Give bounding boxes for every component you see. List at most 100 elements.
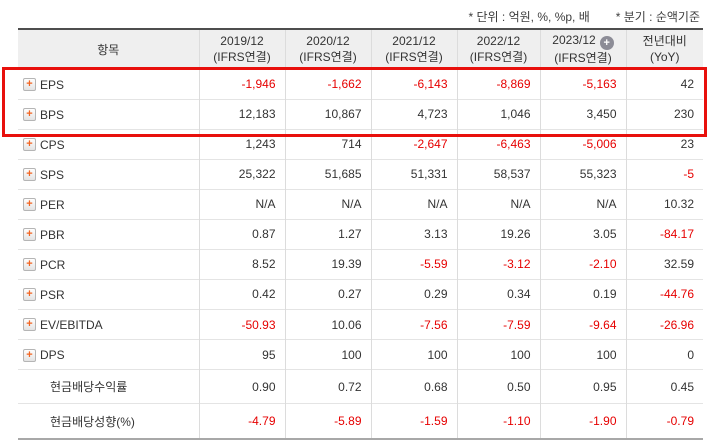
- col-header-2021-12: 2021/12 (IFRS연결): [370, 28, 457, 70]
- value-cell: 0.87: [198, 218, 285, 250]
- table-row: + DPS 95 100 100 100 100 0: [18, 339, 703, 370]
- col-header-yoy: 전년대비 (YoY): [625, 28, 703, 70]
- col-header-2020-12: 2020/12 (IFRS연결): [284, 28, 371, 70]
- value-cell: 1.27: [284, 218, 371, 250]
- value-cell: N/A: [284, 188, 371, 220]
- expand-plus-icon[interactable]: +: [23, 138, 36, 152]
- basis-note: * 분기 : 순액기준: [615, 10, 700, 24]
- table-row: + BPS 12,183 10,867 4,723 1,046 3,450 230: [18, 98, 703, 130]
- value-cell: -3.12: [456, 248, 540, 280]
- value-cell: -6,463: [456, 128, 540, 160]
- row-label: 현금배당수익률: [50, 380, 128, 395]
- value-cell: 19.26: [456, 218, 540, 250]
- value-cell: 10.32: [625, 188, 703, 220]
- value-cell: 8.52: [198, 248, 285, 280]
- value-cell: -26.96: [625, 308, 703, 340]
- expand-plus-icon[interactable]: +: [23, 198, 36, 212]
- value-cell: -8,869: [456, 69, 540, 100]
- value-cell: -1.90: [539, 403, 626, 441]
- value-cell: -4.79: [198, 403, 285, 441]
- value-cell: -1.59: [370, 403, 457, 441]
- table-row: + PSR 0.42 0.27 0.29 0.34 0.19 -44.76: [18, 278, 703, 310]
- value-cell: -5,163: [539, 69, 626, 100]
- value-cell: 10.06: [284, 308, 371, 340]
- value-cell: 0.42: [198, 278, 285, 310]
- value-cell: 100: [284, 339, 371, 370]
- value-cell: 12,183: [198, 98, 285, 130]
- expand-plus-icon[interactable]: +: [23, 77, 36, 91]
- value-cell: N/A: [456, 188, 540, 220]
- row-label: BPS: [40, 107, 65, 122]
- value-cell: 100: [456, 339, 540, 370]
- value-cell: -2,647: [370, 128, 457, 160]
- value-cell: 0.90: [198, 369, 285, 404]
- value-cell: -1.10: [456, 403, 540, 441]
- table-row: + SPS 25,322 51,685 51,331 58,537 55,323 …: [18, 158, 703, 190]
- row-label: PCR: [40, 257, 66, 272]
- row-label: PER: [40, 197, 65, 212]
- col-header-item: 항목: [18, 28, 199, 70]
- value-cell: -5,006: [539, 128, 626, 160]
- value-cell: 32.59: [625, 248, 703, 280]
- table-row: + EV/EBITDA -50.93 10.06 -7.56 -7.59 -9.6…: [18, 308, 703, 340]
- table-row: + PCR 8.52 19.39 -5.59 -3.12 -2.10 32.59: [18, 248, 703, 280]
- value-cell: -0.79: [625, 403, 703, 441]
- expand-plus-icon[interactable]: +: [23, 288, 36, 302]
- table-notes: * 단위 : 억원, %, %p, 배 * 분기 : 순액기준: [469, 8, 700, 25]
- value-cell: 4,723: [370, 98, 457, 130]
- value-cell: 1,243: [198, 128, 285, 160]
- value-cell: 0.68: [370, 369, 457, 404]
- value-cell: 230: [625, 98, 703, 130]
- value-cell: 0.50: [456, 369, 540, 404]
- table-row: + CPS 1,243 714 -2,647 -6,463 -5,006 23: [18, 128, 703, 160]
- expand-plus-icon[interactable]: +: [23, 108, 36, 121]
- value-cell: N/A: [539, 188, 626, 220]
- table-row: + EPS -1,946 -1,662 -6,143 -8,869 -5,163 …: [18, 69, 703, 100]
- value-cell: 3.05: [539, 218, 626, 250]
- value-cell: 51,331: [370, 158, 457, 190]
- value-cell: -44.76: [625, 278, 703, 310]
- expand-plus-icon[interactable]: +: [23, 348, 36, 362]
- value-cell: -6,143: [370, 69, 457, 100]
- expand-plus-icon[interactable]: +: [23, 318, 36, 332]
- row-label: DPS: [40, 348, 65, 362]
- col-header-2019-12: 2019/12 (IFRS연결): [198, 28, 285, 70]
- value-cell: 10,867: [284, 98, 371, 130]
- row-label: CPS: [40, 137, 65, 152]
- col-header-2023-label: 2023/12: [552, 33, 596, 48]
- expand-plus-icon[interactable]: +: [23, 228, 36, 242]
- row-label: PBR: [40, 227, 65, 242]
- value-cell: 0: [625, 339, 703, 370]
- table-row: 현금배당성향(%) -4.79 -5.89 -1.59 -1.10 -1.90 …: [18, 403, 703, 441]
- value-cell: -9.64: [539, 308, 626, 340]
- value-cell: -84.17: [625, 218, 703, 250]
- col-header-2022-12: 2022/12 (IFRS연결): [456, 28, 540, 70]
- row-label: EV/EBITDA: [40, 317, 103, 332]
- value-cell: 0.19: [539, 278, 626, 310]
- table-body: + EPS -1,946 -1,662 -6,143 -8,869 -5,163 …: [18, 69, 703, 441]
- value-cell: -7.59: [456, 308, 540, 340]
- row-label: SPS: [40, 167, 65, 182]
- value-cell: 58,537: [456, 158, 540, 190]
- value-cell: 23: [625, 128, 703, 160]
- plus-circle-icon[interactable]: +: [599, 36, 614, 51]
- table-row: + PER N/A N/A N/A N/A N/A 10.32: [18, 188, 703, 220]
- value-cell: 0.45: [625, 369, 703, 404]
- expand-plus-icon[interactable]: +: [23, 258, 36, 272]
- value-cell: 55,323: [539, 158, 626, 190]
- value-cell: 100: [370, 339, 457, 370]
- value-cell: 95: [198, 339, 285, 370]
- value-cell: -2.10: [539, 248, 626, 280]
- value-cell: -5.59: [370, 248, 457, 280]
- table-row: + PBR 0.87 1.27 3.13 19.26 3.05 -84.17: [18, 218, 703, 250]
- financial-ratio-table: 항목 2019/12 (IFRS연결) 2020/12 (IFRS연결) 202…: [18, 28, 703, 441]
- expand-plus-icon[interactable]: +: [23, 168, 36, 182]
- value-cell: 3.13: [370, 218, 457, 250]
- value-cell: 42: [625, 69, 703, 100]
- value-cell: 0.95: [539, 369, 626, 404]
- value-cell: 100: [539, 339, 626, 370]
- value-cell: -1,946: [198, 69, 285, 100]
- value-cell: 0.29: [370, 278, 457, 310]
- table-row: 현금배당수익률 0.90 0.72 0.68 0.50 0.95 0.45: [18, 369, 703, 404]
